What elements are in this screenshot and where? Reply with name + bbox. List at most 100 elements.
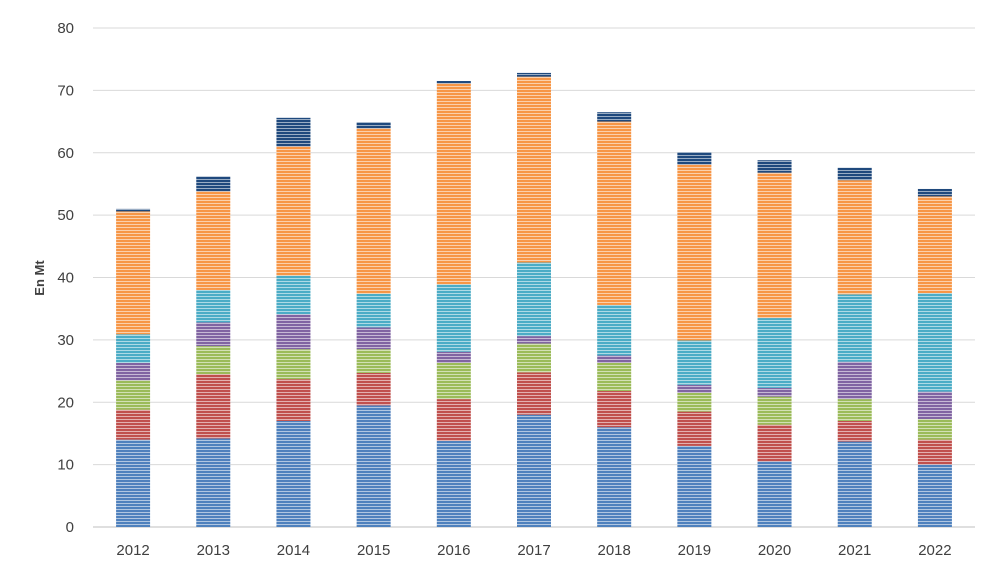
bar-segment — [276, 275, 311, 315]
y-axis-title: En Mt — [32, 260, 47, 296]
bar-segment — [917, 439, 952, 465]
bar-segment — [276, 420, 311, 527]
bar-segment — [517, 372, 551, 415]
x-tick-label: 2018 — [597, 542, 630, 559]
y-tick-label: 0 — [66, 519, 74, 536]
bar-segment — [757, 172, 792, 319]
bar-segment — [116, 439, 151, 527]
bar-segment — [597, 362, 632, 392]
bar-segment — [597, 355, 632, 363]
bar-segment — [677, 392, 712, 412]
bar-segment — [677, 384, 712, 393]
bar-segment — [917, 196, 952, 294]
bar-segment — [436, 362, 471, 400]
bar-segment — [837, 361, 872, 400]
bar-stack-2018 — [597, 112, 632, 527]
y-tick-label: 20 — [57, 394, 74, 411]
bar-segment — [517, 414, 551, 527]
bar-stack-2015 — [356, 122, 391, 527]
bar-segment — [196, 322, 231, 347]
x-tick-label: 2012 — [116, 542, 149, 559]
y-axis-ticks: 0 10 20 30 40 50 60 70 80 — [57, 20, 74, 536]
y-tick-label: 40 — [57, 270, 74, 287]
bar-segment — [677, 411, 712, 446]
x-tick-label: 2015 — [357, 542, 390, 559]
bar-stack-2012 — [116, 208, 151, 527]
bar-segment — [757, 318, 792, 388]
bar-segment — [276, 146, 311, 276]
x-tick-label: 2017 — [517, 542, 550, 559]
x-tick-label: 2016 — [437, 542, 470, 559]
x-tick-label: 2014 — [277, 542, 310, 559]
y-tick-label: 80 — [57, 20, 74, 37]
bar-segment — [356, 122, 391, 129]
bar-segment — [116, 409, 151, 440]
x-tick-label: 2021 — [838, 542, 871, 559]
x-tick-label: 2013 — [197, 542, 230, 559]
bar-stack-2016 — [436, 81, 471, 527]
y-tick-label: 60 — [57, 145, 74, 162]
bar-segment — [356, 405, 391, 527]
bar-segment — [276, 117, 311, 147]
y-tick-label: 70 — [57, 82, 74, 99]
bar-segment — [517, 336, 551, 344]
bar-segment — [116, 362, 151, 381]
bar-segment — [917, 391, 952, 420]
bar-segment — [196, 289, 231, 323]
bar-segment — [276, 379, 311, 421]
bar-segment — [837, 167, 872, 181]
bar-segment — [356, 293, 391, 328]
y-tick-label: 30 — [57, 332, 74, 349]
y-tick-label: 50 — [57, 207, 74, 224]
bar-segment — [597, 391, 632, 428]
bar-segment — [837, 180, 872, 295]
bar-segment — [837, 294, 872, 362]
bar-segment — [116, 380, 151, 410]
x-axis-ticks: 2012 2013 2014 2015 2016 2017 2018 2019 2020 2021… — [116, 542, 951, 559]
bar-segment — [517, 76, 551, 263]
bar-segment — [757, 396, 792, 425]
bar-segment — [917, 293, 952, 392]
bar-segment — [356, 349, 391, 373]
bar-segment — [757, 461, 792, 527]
bar-segment — [757, 160, 792, 173]
bar-segment — [356, 372, 391, 406]
bar-segment — [356, 128, 391, 294]
bar-segment — [276, 349, 311, 380]
x-tick-label: 2019 — [678, 542, 711, 559]
bar-segment — [677, 164, 712, 341]
bar-segment — [677, 445, 712, 527]
bar-segment — [597, 304, 632, 356]
bar-segment — [677, 152, 712, 165]
bar-segment — [116, 334, 151, 363]
bar-segment — [597, 427, 632, 527]
bar-segment — [196, 346, 231, 375]
bar-segment — [517, 262, 551, 337]
y-tick-label: 10 — [57, 457, 74, 474]
bar-segment — [757, 424, 792, 462]
bar-segment — [597, 121, 632, 305]
bar-segment — [436, 440, 471, 527]
bar-segment — [356, 327, 391, 350]
x-tick-label: 2020 — [758, 542, 791, 559]
x-tick-label: 2022 — [918, 542, 951, 559]
bar-segment — [436, 351, 471, 363]
bar-stack-2014 — [276, 117, 311, 527]
bar-segment — [436, 399, 471, 441]
bar-segment — [837, 441, 872, 527]
bar-stack-2021 — [837, 167, 872, 527]
bar-segment — [196, 191, 231, 290]
bar-segment — [196, 176, 231, 192]
bar-segment — [116, 211, 151, 335]
bar-segment — [276, 314, 311, 350]
bar-segment — [116, 208, 151, 212]
bar-stack-2019 — [677, 152, 712, 527]
bar-segment — [436, 81, 471, 84]
bar-segment — [677, 340, 712, 385]
bar-segment — [517, 343, 551, 373]
bar-segment — [917, 188, 952, 197]
bar-segment — [757, 387, 792, 397]
bar-segment — [837, 420, 872, 442]
bar-stacks — [116, 72, 952, 527]
